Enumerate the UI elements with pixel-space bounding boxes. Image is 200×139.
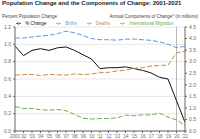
svg-text:'12: '12 (106, 134, 112, 139)
svg-text:0.8: 0.8 (4, 58, 11, 64)
html-text:International Migration: International Migration (129, 21, 174, 26)
html-text:Deaths: Deaths (95, 21, 111, 26)
svg-text:'03: '03 (29, 134, 35, 139)
svg-text:0.4: 0.4 (4, 93, 11, 99)
svg-text:'07: '07 (63, 134, 69, 139)
svg-text:0.5: 0.5 (189, 116, 196, 122)
svg-text:0.0: 0.0 (189, 128, 196, 134)
html-text:Population Change and the Comp: Population Change and the Components of … (2, 0, 182, 6)
svg-text:0.0: 0.0 (4, 128, 11, 134)
svg-text:'21: '21 (182, 134, 188, 139)
svg-text:1.0: 1.0 (4, 41, 11, 47)
svg-text:'13: '13 (114, 134, 120, 139)
svg-text:'19: '19 (165, 134, 171, 139)
svg-text:4.5: 4.5 (189, 24, 196, 30)
svg-text:'18: '18 (157, 134, 163, 139)
svg-text:'06: '06 (55, 134, 61, 139)
svg-text:3.0: 3.0 (189, 58, 196, 64)
html-text:Births: Births (65, 21, 77, 26)
html-text:% Change: % Change (25, 21, 47, 26)
svg-text:2001: 2001 (10, 134, 21, 139)
html-text:Annual Components of Change* (: Annual Components of Change* (in million… (109, 14, 198, 19)
svg-text:1.5: 1.5 (189, 93, 196, 99)
svg-text:'04: '04 (38, 134, 44, 139)
svg-text:4.0: 4.0 (189, 35, 196, 41)
svg-text:0.6: 0.6 (4, 76, 11, 82)
svg-text:2.5: 2.5 (189, 70, 196, 76)
svg-text:'16: '16 (140, 134, 146, 139)
svg-text:'20: '20 (174, 134, 180, 139)
svg-text:'10: '10 (89, 134, 95, 139)
svg-text:'09: '09 (80, 134, 86, 139)
svg-text:'15: '15 (131, 134, 137, 139)
svg-text:'17: '17 (148, 134, 154, 139)
svg-text:'11: '11 (97, 134, 103, 139)
svg-text:0.2: 0.2 (4, 110, 11, 116)
svg-text:3.5: 3.5 (189, 47, 196, 53)
svg-text:'08: '08 (72, 134, 78, 139)
svg-text:2.0: 2.0 (189, 82, 196, 88)
svg-text:'02: '02 (21, 134, 27, 139)
svg-text:1.0: 1.0 (189, 105, 196, 111)
svg-text:'14: '14 (123, 134, 129, 139)
svg-text:'05: '05 (46, 134, 52, 139)
svg-text:1.2: 1.2 (4, 24, 11, 30)
html-text:Percent Population Change: Percent Population Change (2, 14, 57, 19)
